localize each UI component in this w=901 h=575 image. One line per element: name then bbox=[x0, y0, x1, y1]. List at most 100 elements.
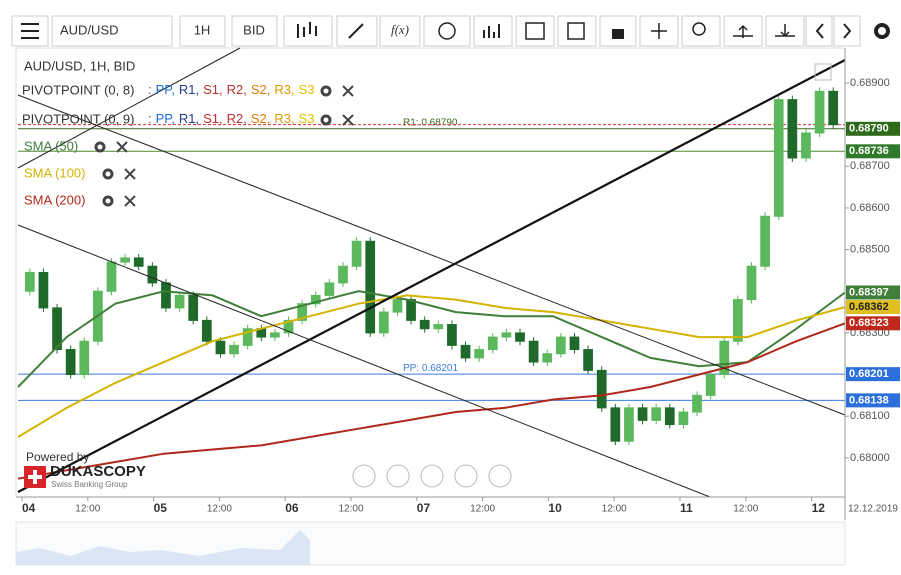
indicator-button[interactable] bbox=[379, 15, 421, 47]
price-marker bbox=[846, 121, 900, 136]
settings-icon[interactable] bbox=[94, 141, 106, 153]
x-tick-label: 12:00 bbox=[470, 504, 495, 515]
candle bbox=[133, 257, 144, 267]
candle bbox=[814, 90, 825, 134]
back-icon bbox=[815, 23, 824, 39]
settings-icon[interactable] bbox=[320, 85, 332, 97]
channel-line bbox=[17, 47, 241, 169]
pivot-label: PIVOTPOINT (0, 9) bbox=[22, 111, 134, 126]
settings-icon[interactable] bbox=[102, 168, 114, 180]
candle bbox=[692, 394, 702, 413]
pivot-level: PP, bbox=[156, 82, 175, 97]
download-icon bbox=[775, 24, 795, 38]
remove-icon[interactable] bbox=[124, 168, 136, 180]
brand-tagline: Swiss Banking Group bbox=[51, 480, 128, 489]
plot-area bbox=[15, 47, 846, 498]
price-marker-label: 0.68790 bbox=[849, 123, 889, 135]
sma-label: SMA (100) bbox=[24, 165, 85, 180]
upload-icon bbox=[733, 24, 753, 38]
price-marker-label: 0.68323 bbox=[849, 317, 889, 329]
channel-line bbox=[17, 224, 711, 498]
candle bbox=[447, 324, 457, 346]
settings-icon[interactable] bbox=[102, 195, 114, 207]
forward-button[interactable] bbox=[833, 15, 861, 47]
y-tick-label: 0.68100 bbox=[850, 410, 890, 422]
pivot-levels: : PP, R1, S1, R2, S2, R3, S3 bbox=[148, 111, 315, 126]
nav-zoom-out[interactable] bbox=[386, 464, 410, 488]
trend-line bbox=[17, 59, 846, 493]
candle bbox=[188, 294, 199, 321]
pivot-levels: : PP, R1, S1, R2, S2, R3, S3 bbox=[148, 82, 315, 97]
candle bbox=[201, 319, 212, 342]
candle bbox=[556, 336, 566, 355]
volume-button[interactable] bbox=[473, 15, 513, 47]
nav-left[interactable] bbox=[352, 464, 376, 488]
price-marker bbox=[846, 316, 900, 331]
x-tick-label: 11 bbox=[680, 501, 693, 515]
side-button[interactable] bbox=[231, 15, 278, 47]
candle bbox=[351, 240, 362, 267]
news-button[interactable] bbox=[557, 15, 597, 47]
powered-by: Powered by bbox=[26, 450, 89, 464]
back-button[interactable] bbox=[805, 15, 833, 47]
period-button[interactable] bbox=[179, 15, 226, 47]
symbol-input[interactable] bbox=[51, 15, 173, 47]
pen-icon bbox=[348, 23, 364, 39]
forward-icon bbox=[843, 23, 852, 39]
candle bbox=[338, 265, 348, 284]
lock-icon bbox=[612, 29, 624, 39]
crosshair-button[interactable] bbox=[639, 15, 679, 47]
candle bbox=[733, 299, 743, 342]
news-icon bbox=[567, 22, 585, 40]
settings-icon[interactable] bbox=[320, 114, 332, 126]
x-tick-label: 12:00 bbox=[602, 504, 627, 515]
level-label: R1: 0.68790 bbox=[403, 117, 458, 128]
nav-fit[interactable] bbox=[420, 464, 444, 488]
price-marker-label: 0.68362 bbox=[849, 301, 889, 313]
candle bbox=[760, 215, 770, 267]
price-marker-label: 0.68736 bbox=[849, 145, 889, 157]
legend: AUD/USD, 1H, BID PIVOTPOINT (0, 8) : PP, R1… bbox=[22, 58, 354, 207]
candle bbox=[460, 344, 471, 359]
calendar-icon bbox=[525, 22, 545, 40]
candle bbox=[787, 99, 798, 159]
sma-line bbox=[17, 294, 846, 438]
expand-icon[interactable] bbox=[814, 63, 832, 81]
symbol: AUD/USD bbox=[60, 22, 119, 37]
chart-type-button[interactable] bbox=[283, 15, 333, 47]
pivot-level: S1, bbox=[203, 111, 223, 126]
price-marker bbox=[846, 285, 900, 300]
remove-icon[interactable] bbox=[124, 195, 136, 207]
pivot-level: S1, bbox=[203, 82, 223, 97]
x-tick-label: 12 bbox=[812, 501, 826, 515]
candle bbox=[174, 294, 185, 309]
calendar-button[interactable] bbox=[515, 15, 555, 47]
candle bbox=[406, 299, 416, 321]
remove-icon[interactable] bbox=[342, 114, 354, 126]
candle bbox=[596, 369, 607, 409]
settings-icon[interactable] bbox=[874, 23, 890, 39]
remove-icon[interactable] bbox=[116, 141, 128, 153]
candle bbox=[120, 257, 130, 263]
candle bbox=[283, 319, 294, 334]
instrument-label: AUD/USD, 1H, BID bbox=[24, 58, 135, 73]
nav-zoom-in[interactable] bbox=[454, 464, 478, 488]
brand-cross bbox=[28, 470, 42, 484]
menu-icon bbox=[21, 23, 39, 39]
candle bbox=[270, 332, 280, 338]
pivot-label: PIVOTPOINT (0, 8) bbox=[22, 82, 134, 97]
channel-line bbox=[17, 94, 846, 416]
candle bbox=[624, 407, 634, 442]
candle bbox=[242, 328, 253, 346]
nav-right[interactable] bbox=[488, 464, 512, 488]
candle bbox=[542, 353, 553, 363]
info-button[interactable] bbox=[423, 15, 471, 47]
period: 1H bbox=[194, 22, 211, 37]
candle bbox=[392, 299, 403, 313]
toolbar: AUD/USD 1H BID f(x) bbox=[11, 15, 890, 47]
zoom-button[interactable] bbox=[681, 15, 721, 47]
price-marker bbox=[846, 393, 900, 408]
x-tick-label: 12:00 bbox=[207, 504, 232, 515]
remove-icon[interactable] bbox=[342, 85, 354, 97]
